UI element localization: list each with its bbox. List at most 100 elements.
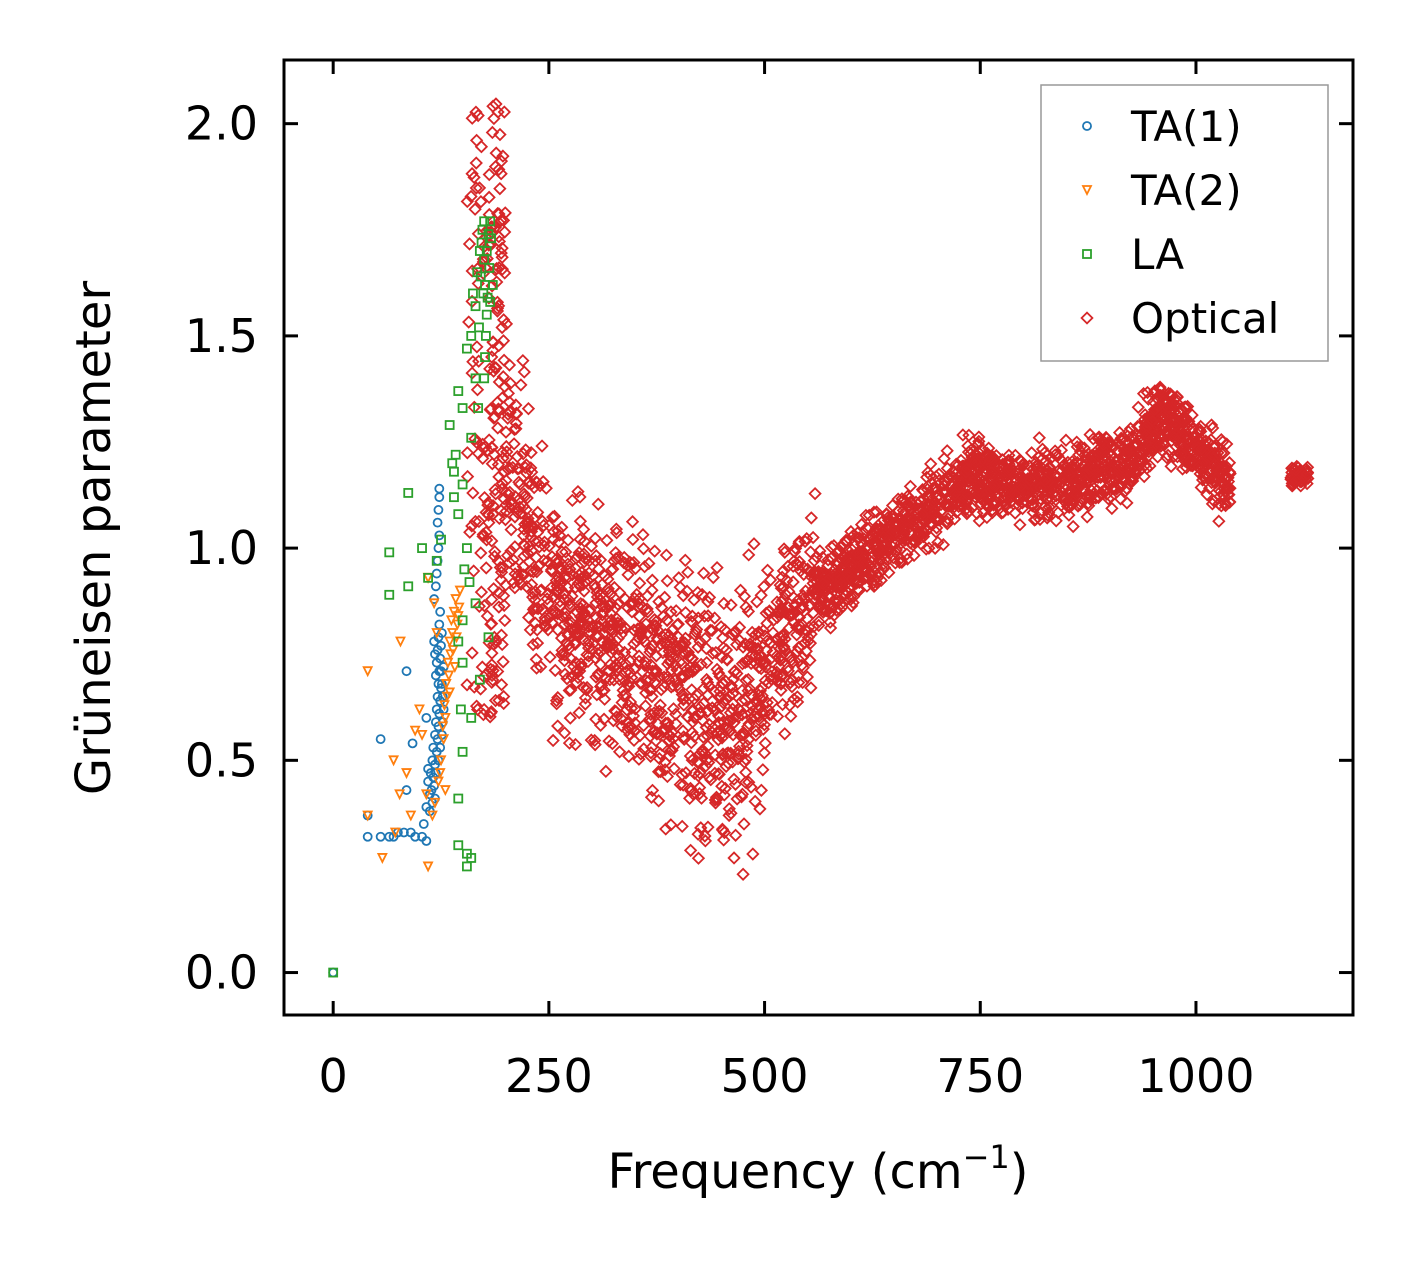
optical-point bbox=[649, 649, 663, 663]
optical-point bbox=[637, 634, 652, 649]
optical-point bbox=[778, 727, 792, 741]
optical-point bbox=[693, 700, 708, 714]
optical-point bbox=[687, 729, 702, 744]
optical-point bbox=[733, 704, 748, 718]
optical-point bbox=[717, 596, 731, 611]
optical-point bbox=[690, 755, 705, 769]
data-point bbox=[430, 649, 440, 660]
optical-point bbox=[725, 702, 740, 716]
optical-point bbox=[947, 500, 961, 514]
optical-point bbox=[492, 600, 506, 614]
data-point bbox=[466, 330, 477, 341]
optical-point bbox=[462, 315, 476, 329]
optical-point bbox=[528, 584, 542, 599]
optical-point bbox=[680, 584, 694, 598]
optical-point bbox=[692, 756, 706, 770]
data-point bbox=[431, 628, 443, 640]
optical-point bbox=[807, 572, 822, 586]
data-point bbox=[466, 853, 477, 863]
optical-point bbox=[1204, 475, 1219, 490]
optical-point bbox=[712, 767, 726, 781]
optical-point bbox=[757, 746, 772, 760]
optical-point bbox=[797, 591, 811, 605]
optical-point bbox=[538, 611, 552, 625]
optical-point bbox=[640, 589, 655, 603]
optical-point bbox=[512, 572, 526, 586]
optical-point bbox=[799, 644, 813, 658]
optical-point bbox=[563, 597, 577, 611]
optical-point bbox=[787, 554, 801, 568]
optical-point bbox=[801, 630, 816, 645]
optical-point bbox=[551, 570, 566, 584]
legend-label-3: LA bbox=[1131, 230, 1184, 279]
optical-point bbox=[670, 639, 684, 653]
optical-point bbox=[716, 747, 730, 761]
optical-point bbox=[565, 669, 579, 684]
optical-point bbox=[632, 752, 646, 766]
optical-point bbox=[776, 564, 791, 578]
optical-point bbox=[746, 847, 760, 861]
data-point bbox=[432, 776, 444, 788]
optical-point bbox=[463, 525, 477, 539]
data-point bbox=[474, 674, 485, 685]
data-point bbox=[453, 386, 464, 396]
optical-point bbox=[684, 736, 698, 750]
data-point bbox=[328, 967, 339, 978]
data-point bbox=[418, 819, 429, 829]
data-point bbox=[480, 352, 490, 363]
optical-point bbox=[509, 398, 523, 412]
data-point bbox=[410, 831, 421, 842]
optical-point bbox=[573, 610, 588, 624]
optical-point bbox=[558, 545, 573, 559]
optical-point bbox=[1067, 461, 1081, 475]
optical-point bbox=[527, 601, 541, 615]
data-point bbox=[468, 288, 478, 299]
data-point bbox=[486, 233, 496, 244]
optical-point bbox=[769, 633, 784, 647]
optical-point bbox=[1096, 437, 1111, 452]
optical-point bbox=[688, 660, 703, 674]
optical-point bbox=[739, 673, 753, 688]
optical-point bbox=[1069, 488, 1084, 502]
optical-point bbox=[694, 657, 708, 672]
optical-point bbox=[611, 597, 625, 611]
legend-label-4: Optical bbox=[1131, 294, 1279, 343]
optical-point bbox=[763, 573, 778, 587]
optical-point bbox=[692, 766, 707, 780]
optical-point bbox=[482, 167, 496, 182]
optical-point bbox=[1082, 499, 1096, 513]
optical-point bbox=[708, 703, 722, 718]
optical-point bbox=[632, 609, 647, 624]
optical-point bbox=[552, 535, 566, 549]
optical-point bbox=[663, 654, 677, 669]
optical-point bbox=[716, 696, 730, 710]
optical-point bbox=[696, 566, 711, 580]
data-point bbox=[433, 543, 444, 554]
data-point bbox=[426, 810, 438, 822]
data-point bbox=[420, 789, 432, 801]
optical-point bbox=[1194, 442, 1209, 456]
data-point bbox=[384, 547, 395, 558]
optical-point bbox=[644, 746, 658, 760]
optical-point bbox=[492, 162, 506, 177]
optical-point bbox=[837, 537, 851, 552]
optical-point bbox=[1207, 457, 1222, 472]
optical-point bbox=[644, 790, 659, 804]
optical-point bbox=[1204, 418, 1219, 432]
data-point bbox=[481, 309, 492, 320]
optical-point bbox=[530, 475, 544, 490]
optical-point bbox=[1211, 446, 1225, 460]
data-point bbox=[457, 615, 468, 626]
optical-point bbox=[594, 613, 608, 628]
optical-point bbox=[541, 623, 555, 637]
data-point bbox=[437, 721, 449, 733]
optical-point bbox=[906, 538, 920, 552]
optical-point bbox=[664, 818, 678, 832]
optical-point bbox=[495, 241, 509, 255]
optical-point bbox=[730, 792, 744, 806]
optical-point bbox=[852, 531, 866, 545]
optical-point bbox=[514, 378, 528, 392]
optical-point bbox=[829, 603, 844, 617]
optical-point bbox=[585, 643, 600, 657]
optical-point bbox=[1176, 413, 1190, 427]
